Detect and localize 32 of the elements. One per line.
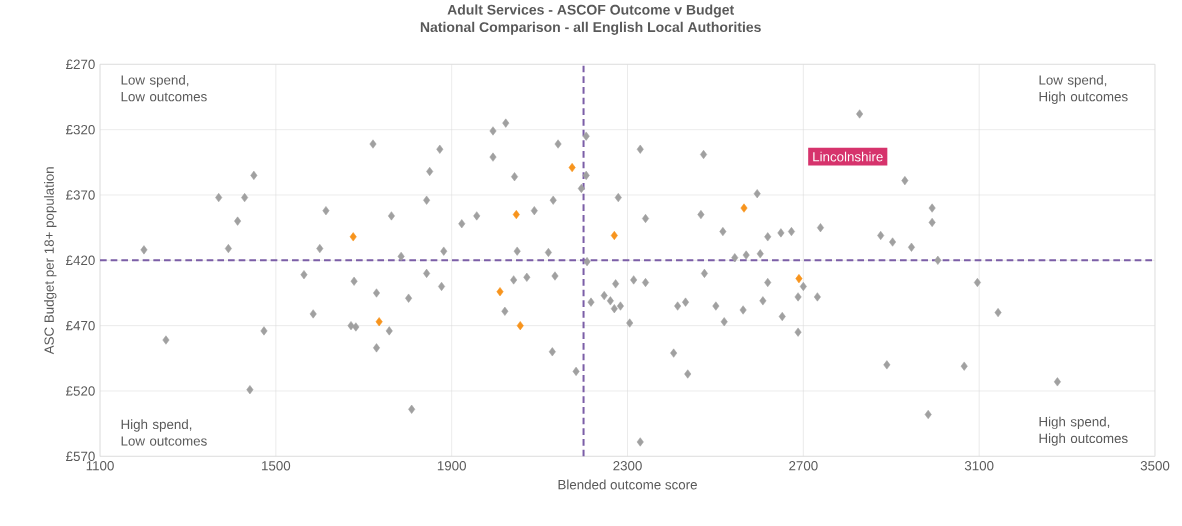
y-tick-label: £370 [66,190,95,200]
point [516,320,524,331]
annotation: Low spend, Low outcomes [121,74,207,102]
point [496,286,504,297]
x-tick-label: 2700 [789,460,818,471]
point [512,209,520,219]
y-tick-label: £520 [66,386,95,396]
annotation: Lincolnshire [813,151,883,162]
x-tick-label: 3100 [964,460,994,471]
x-tick-label: 1500 [262,460,291,471]
annotation: High spend, High outcomes [1039,416,1128,446]
x-axis-title: Blended outcome score [558,479,697,490]
annotation: High spend, Low outcomes [121,419,207,446]
chart-subtitle: National Comparison - all English Local Authorities [420,21,761,35]
point [795,273,803,283]
y-tick-label: £570 [66,451,95,461]
x-tick-label: 2300 [613,460,642,471]
x-tick-label: 1900 [437,460,466,471]
x-tick-label: 1100 [86,460,114,471]
y-tick-label: £270 [66,59,95,69]
y-axis-title: ASC Budget per 18+ population [44,167,57,355]
chart-title: Adult Services - ASCOF Outcome v Budget [447,4,735,18]
point [568,162,576,172]
y-tick-label: £420 [66,255,95,265]
x-tick-label: 3500 [1140,460,1170,471]
y-tick-label: £470 [66,320,95,331]
point [740,203,748,213]
point [610,230,618,240]
point [349,232,357,242]
y-tick-label: £320 [66,124,95,135]
annotation: Low spend, High outcomes [1039,74,1128,104]
point [375,317,383,327]
